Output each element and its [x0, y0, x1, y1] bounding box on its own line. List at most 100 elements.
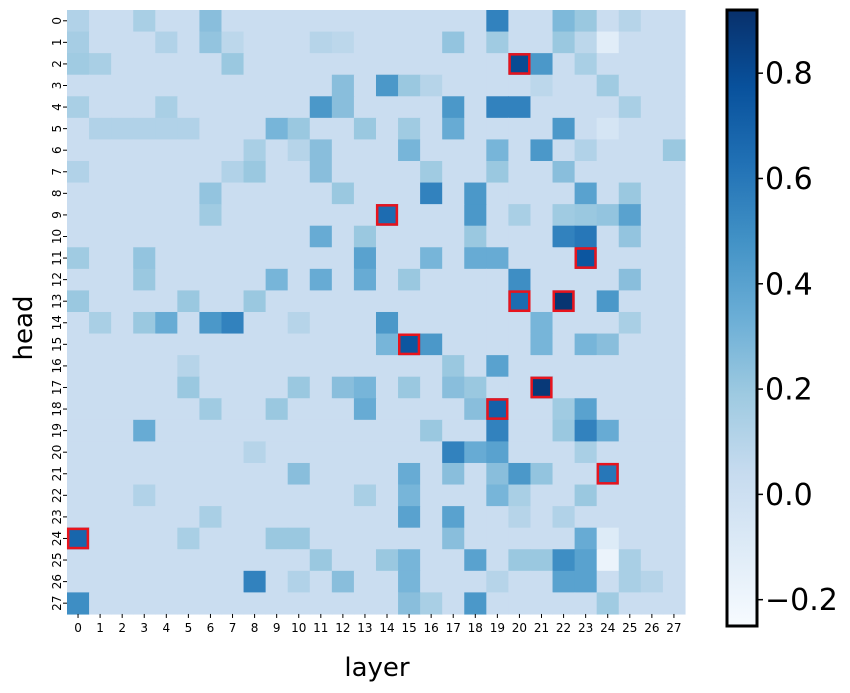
x-tick-label: 21 — [534, 621, 549, 635]
heatmap-cell — [375, 139, 399, 162]
heatmap-cell — [375, 398, 399, 421]
heatmap-cell — [133, 247, 156, 270]
heatmap-cell — [331, 484, 355, 507]
heatmap-cell — [442, 10, 465, 33]
heatmap-cell — [596, 53, 620, 76]
heatmap-cell — [287, 549, 311, 572]
heatmap-cell — [662, 592, 686, 615]
heatmap-cell — [442, 527, 465, 550]
y-tick-label: 11 — [50, 250, 64, 265]
heatmap-cell — [398, 355, 421, 378]
x-tick-label: 7 — [229, 621, 237, 635]
heatmap-cell — [420, 311, 443, 335]
colorbar-tick-label: 0.2 — [765, 373, 813, 408]
heatmap-cell — [155, 10, 178, 33]
heatmap-cell — [574, 506, 598, 529]
heatmap-cell — [67, 355, 90, 378]
heatmap-cell — [331, 398, 355, 421]
heatmap-cell — [442, 31, 465, 54]
heatmap-cell — [464, 53, 487, 76]
heatmap-cell — [353, 290, 377, 313]
heatmap-cell — [464, 355, 487, 378]
heatmap-cell — [420, 117, 443, 141]
heatmap-cell — [309, 117, 333, 141]
heatmap-cell — [265, 333, 289, 356]
heatmap-cell — [486, 527, 509, 550]
heatmap-cell — [574, 204, 598, 227]
heatmap-cell — [464, 10, 487, 33]
heatmap-cell — [398, 160, 421, 184]
heatmap-cell — [375, 96, 399, 119]
heatmap-cell — [464, 160, 487, 184]
heatmap-cell — [67, 419, 90, 442]
x-tick-label: 19 — [490, 621, 505, 635]
heatmap-cell — [133, 570, 156, 593]
heatmap-cell — [530, 268, 554, 292]
heatmap-cell — [331, 570, 355, 593]
heatmap-cell — [133, 96, 156, 119]
heatmap-cell — [287, 160, 311, 184]
heatmap-cell — [133, 333, 156, 356]
heatmap-cell — [398, 549, 421, 572]
heatmap-cell — [133, 506, 156, 529]
heatmap-cell — [89, 182, 112, 205]
heatmap-cell — [243, 10, 267, 33]
heatmap-cell — [265, 462, 289, 486]
heatmap-cell — [155, 117, 178, 141]
heatmap-cell — [530, 247, 554, 270]
heatmap-cell — [618, 355, 642, 378]
heatmap-cell — [640, 182, 664, 205]
x-tick-label: 4 — [162, 621, 170, 635]
heatmap-cell — [442, 225, 465, 248]
heatmap-cell — [133, 441, 156, 464]
heatmap-cell — [221, 139, 245, 162]
heatmap-cell — [375, 268, 399, 292]
heatmap-cell — [574, 96, 598, 119]
heatmap-cell — [133, 419, 156, 442]
heatmap-cell — [221, 311, 245, 335]
heatmap-cell — [155, 311, 178, 335]
heatmap-cell — [574, 398, 598, 421]
heatmap-cell — [618, 225, 642, 248]
heatmap-cell — [353, 74, 377, 97]
heatmap-cell — [287, 592, 311, 615]
heatmap-cell — [287, 419, 311, 442]
heatmap-cell — [265, 204, 289, 227]
x-tick-label: 13 — [357, 621, 372, 635]
heatmap-cell — [596, 398, 620, 421]
heatmap-cell — [199, 419, 223, 442]
heatmap-cell — [243, 96, 267, 119]
heatmap-cell — [442, 117, 465, 141]
x-tick-label: 26 — [644, 621, 659, 635]
heatmap-cell — [508, 204, 532, 227]
heatmap-cell — [596, 376, 620, 399]
heatmap-cell — [618, 10, 642, 33]
y-tick-label: 19 — [50, 423, 64, 438]
heatmap-cell — [486, 53, 509, 76]
heatmap-cell — [618, 419, 642, 442]
heatmap-cell — [596, 117, 620, 141]
heatmap-cell — [177, 311, 201, 335]
heatmap-cell — [177, 484, 201, 507]
heatmap-cell — [133, 225, 156, 248]
heatmap-cell — [420, 376, 443, 399]
heatmap-cell — [155, 182, 178, 205]
heatmap-cell — [177, 160, 201, 184]
heatmap-cell — [464, 484, 487, 507]
heatmap-cell — [243, 31, 267, 54]
heatmap-cell — [420, 462, 443, 486]
heatmap-cell — [486, 549, 509, 572]
heatmap-cell — [287, 570, 311, 593]
heatmap-cell — [265, 247, 289, 270]
heatmap-cell — [442, 484, 465, 507]
heatmap-cell — [67, 592, 90, 615]
heatmap-cell — [67, 376, 90, 399]
heatmap-cell — [243, 53, 267, 76]
heatmap-cell — [596, 139, 620, 162]
heatmap-cell — [89, 290, 112, 313]
heatmap-cell — [662, 10, 686, 33]
heatmap-cell — [309, 204, 333, 227]
heatmap-cell — [640, 398, 664, 421]
heatmap-cell — [243, 376, 267, 399]
heatmap-cell — [508, 182, 532, 205]
